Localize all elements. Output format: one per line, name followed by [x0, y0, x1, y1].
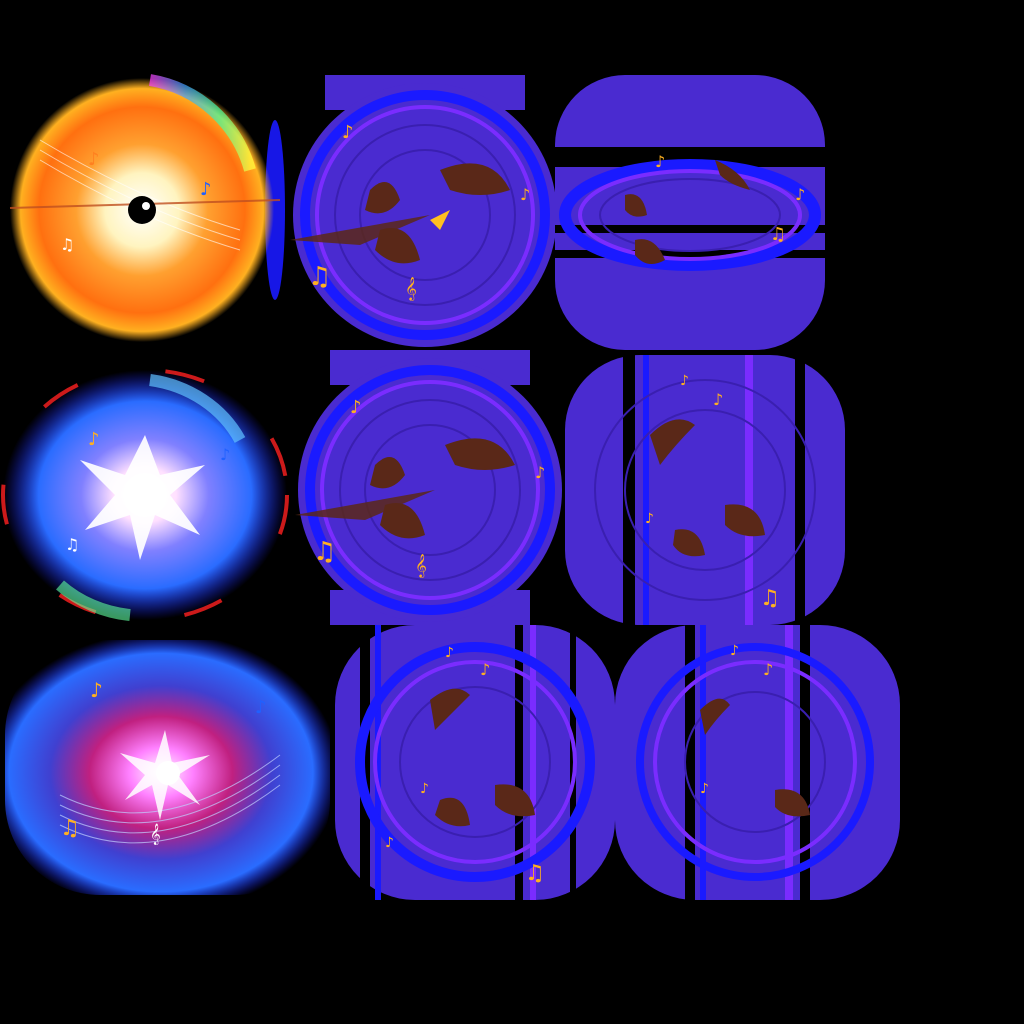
- disc-striped-graphic: ♪ ♪ ♪: [615, 625, 900, 900]
- music-note-icon: ♪: [700, 781, 709, 797]
- music-note-icon: ♪: [763, 660, 773, 679]
- disc-ring-graphic: ♪ ♪ ♫ 𝄞: [290, 75, 557, 347]
- treble-clef-icon: 𝄞: [405, 276, 417, 301]
- music-note-icon: ♪: [645, 511, 654, 527]
- music-note-icon: ♫: [60, 816, 80, 841]
- frame-disc-striped-3: ♪ ♪ ♪: [615, 625, 900, 900]
- music-note-icon: ♫: [525, 861, 545, 886]
- music-note-icon: ♪: [535, 463, 545, 482]
- music-note-icon: ♪: [350, 397, 362, 418]
- music-note-icon: ♪: [88, 429, 100, 450]
- disc-striped-graphic: ♪ ♪ ♪ ♫: [565, 355, 845, 625]
- music-note-icon: ♪: [342, 122, 354, 143]
- disc-striped-graphic: ♪ ♪ ♪ ♫ ♪: [335, 625, 615, 900]
- music-note-icon: ♫: [308, 262, 331, 292]
- music-note-icon: ♪: [713, 390, 723, 409]
- music-note-icon: ♪: [255, 697, 267, 718]
- music-note-icon: ♫: [770, 224, 786, 245]
- music-note-icon: ♪: [655, 152, 665, 171]
- music-note-icon: ♫: [760, 586, 780, 611]
- treble-clef-icon: 𝄞: [150, 824, 161, 845]
- burst-core: [128, 196, 156, 224]
- music-note-icon: ♪: [90, 678, 103, 702]
- treble-clef-icon: 𝄞: [415, 553, 427, 578]
- frame-burst-blue: ♪ ♪ ♫: [0, 350, 295, 635]
- frame-disc-ring-1: ♪ ♪ ♫ 𝄞: [290, 70, 560, 350]
- frame-disc-banded-1: ♪ ♪ ♫: [555, 75, 825, 350]
- music-note-icon: ♪: [220, 445, 230, 464]
- music-note-icon: ♪: [730, 643, 739, 659]
- music-note-icon: ♪: [88, 149, 100, 170]
- music-note-icon: ♪: [680, 373, 689, 389]
- music-note-icon: ♫: [65, 535, 79, 554]
- frame-burst-orange: ♪ ♪ ♫: [0, 60, 290, 350]
- frame-disc-striped-1: ♪ ♪ ♪ ♫: [565, 355, 845, 625]
- music-note-icon: ♪: [385, 835, 394, 851]
- music-note-icon: ♪: [520, 185, 530, 204]
- disc-ring-graphic: ♪ ♪ ♫ 𝄞: [295, 350, 562, 625]
- music-note-icon: ♪: [445, 645, 454, 661]
- music-note-icon: ♪: [420, 781, 429, 797]
- burst-blue-graphic: ♪ ♪ ♫: [1, 368, 289, 622]
- burst-orange-graphic: ♪ ♪ ♫: [9, 74, 285, 342]
- disc-banded-graphic: ♪ ♪ ♫: [555, 75, 825, 350]
- music-note-icon: ♪: [200, 179, 212, 200]
- music-note-icon: ♪: [795, 185, 805, 204]
- music-note-icon: ♫: [313, 537, 336, 567]
- frame-disc-ring-2: ♪ ♪ ♫ 𝄞: [295, 350, 565, 625]
- frame-disc-striped-2: ♪ ♪ ♪ ♫ ♪: [335, 625, 615, 900]
- frame-burst-purple: ♪ ♪ ♫ 𝄞: [0, 635, 335, 900]
- burst-purple-graphic: ♪ ♪ ♫ 𝄞: [5, 640, 330, 895]
- music-note-icon: ♪: [480, 660, 490, 679]
- music-note-icon: ♫: [60, 235, 74, 254]
